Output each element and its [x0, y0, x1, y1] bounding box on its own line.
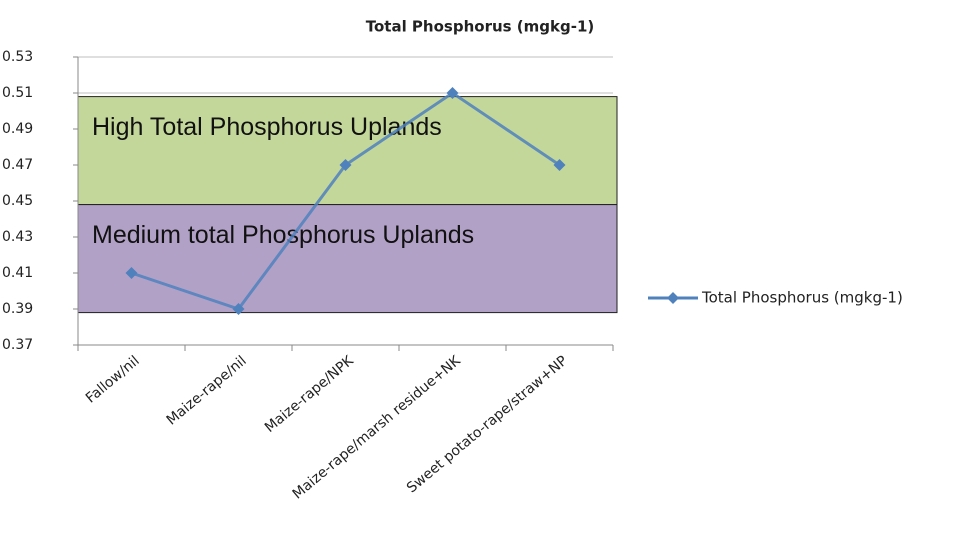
y-tick-label: 0.53 [2, 49, 33, 65]
y-tick-label: 0.51 [2, 85, 33, 101]
y-tick-label: 0.39 [2, 301, 33, 317]
x-tick-label: Maize-rape/marsh residue+NK [290, 352, 465, 502]
data-point [125, 267, 138, 279]
x-tick-label: Maize-rape/NPK [262, 352, 357, 436]
y-tick-label: 0.49 [2, 121, 33, 137]
legend-marker [667, 292, 679, 304]
y-tick-label: 0.41 [2, 265, 33, 281]
chart-title: Total Phosphorus (mgkg-1) [366, 18, 595, 36]
y-tick-label: 0.37 [2, 337, 33, 353]
y-tick-label: 0.47 [2, 157, 33, 173]
band-label: Medium total Phosphorus Uplands [92, 221, 474, 249]
data-point [339, 159, 352, 171]
band-label: High Total Phosphorus Uplands [92, 113, 442, 141]
data-point [232, 303, 245, 315]
data-point [553, 159, 566, 171]
data-point [446, 87, 459, 99]
y-tick-label: 0.45 [2, 193, 33, 209]
band-region [77, 96, 618, 206]
x-tick-label: Maize-rape/nil [164, 353, 250, 429]
y-tick-label: 0.43 [2, 229, 33, 245]
x-tick-label: Fallow/nil [83, 353, 143, 407]
legend-label: Total Phosphorus (mgkg-1) [701, 289, 903, 307]
band-region [77, 204, 618, 314]
